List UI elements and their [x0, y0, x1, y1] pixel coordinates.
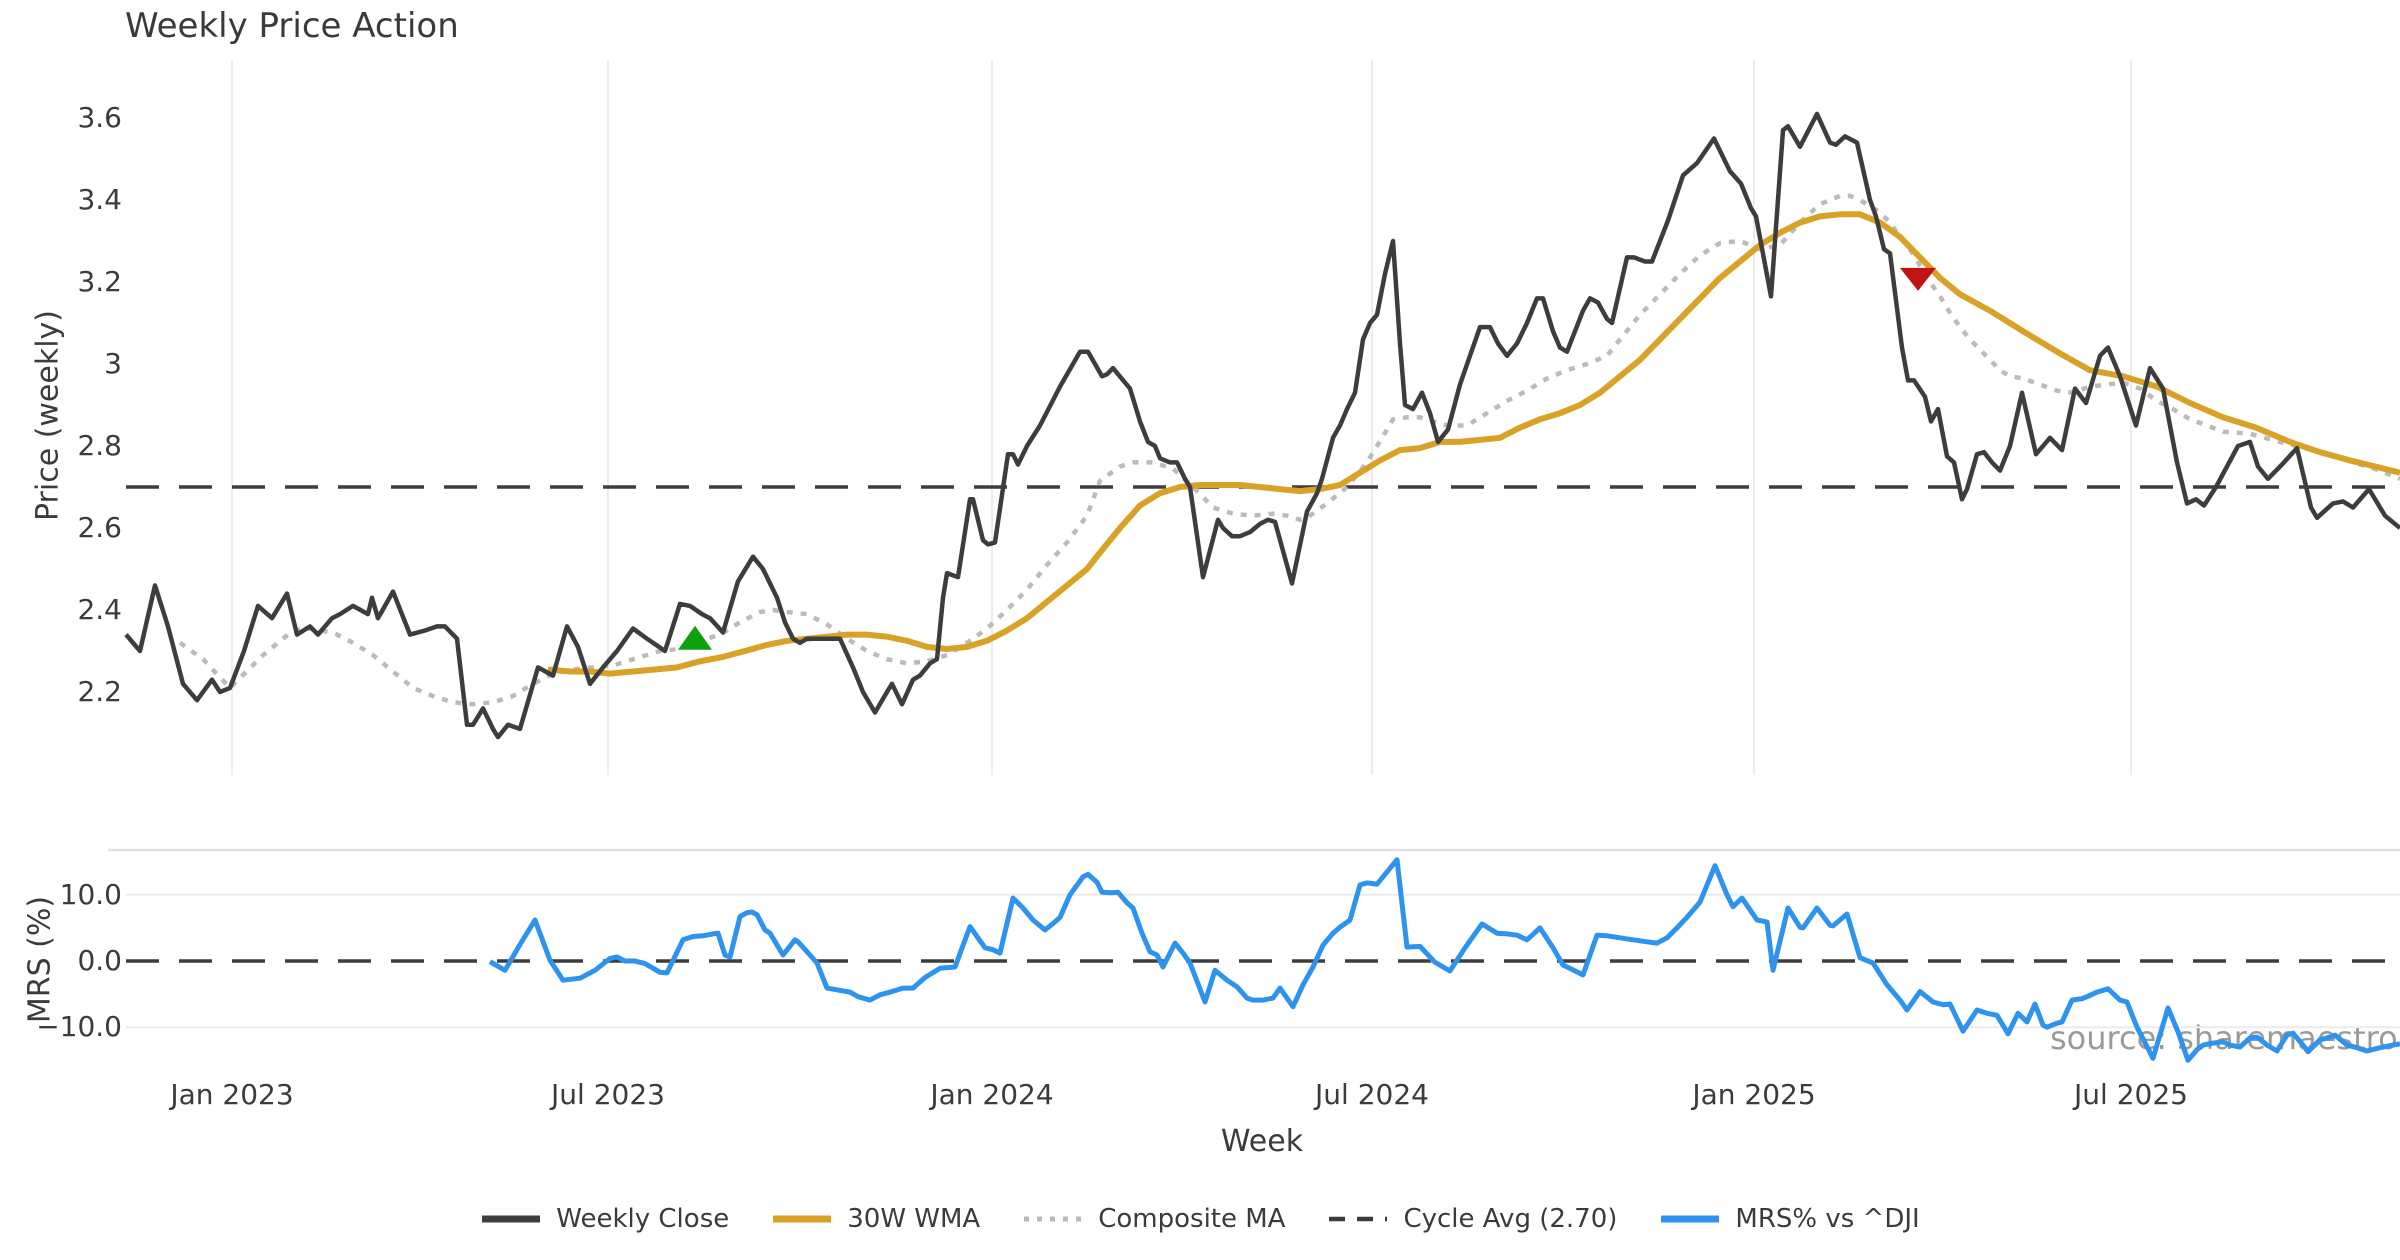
chart-title: Weekly Price Action — [125, 6, 459, 46]
weekly-close-line — [124, 111, 2400, 740]
legend-item: Cycle Avg (2.70) — [1327, 1204, 1617, 1234]
30w-wma-line — [547, 211, 2400, 677]
price-tick-label: 2.8 — [77, 429, 122, 462]
x-tick-label: Jan 2025 — [1692, 1078, 1816, 1111]
legend-item-label: MRS% vs ^DJI — [1735, 1204, 1920, 1234]
mrs-tick-label: 0.0 — [77, 944, 122, 977]
price-tick-label: 2.4 — [77, 593, 122, 626]
legend-item-label: 30W WMA — [847, 1204, 981, 1234]
legend-item: 30W WMA — [771, 1204, 980, 1234]
x-tick-label: Jul 2025 — [2074, 1078, 2188, 1111]
mrs-tick-label: 10.0 — [59, 877, 122, 911]
mrs-tick-label: −10.0 — [36, 1010, 122, 1044]
legend-swatch-dotted — [1024, 1216, 1083, 1222]
legend-item-label: Composite MA — [1098, 1204, 1286, 1234]
legend-swatch-solid — [482, 1215, 541, 1223]
legend-item-label: Weekly Close — [556, 1204, 730, 1234]
price-tick-label: 3.4 — [77, 183, 122, 216]
price-tick-label: 3.6 — [77, 101, 122, 134]
price-tick-label: 2.6 — [77, 511, 122, 544]
x-tick-label: Jan 2023 — [170, 1078, 294, 1111]
x-tick-label: Jul 2024 — [1315, 1078, 1429, 1111]
legend-item: MRS% vs ^DJI — [1659, 1204, 1920, 1234]
price-tick-label: 3 — [104, 347, 122, 380]
x-tick-label: Jul 2023 — [551, 1078, 665, 1111]
legend-item: Composite MA — [1022, 1204, 1285, 1234]
legend: Weekly Close 30W WMA Composite MA Cycle Avg… — [0, 1204, 2400, 1234]
price-tick-label: 3.2 — [77, 265, 122, 298]
composite-ma-line — [178, 193, 2400, 707]
mrs-vs-dji-line — [488, 857, 2400, 1063]
x-tick-label: Jan 2024 — [930, 1078, 1054, 1111]
buy-marker — [678, 625, 712, 650]
legend-swatch-dashed — [1329, 1216, 1388, 1222]
week-xlabel: Week — [1220, 1124, 1304, 1159]
price-tick-label: 2.2 — [77, 675, 122, 708]
sell-marker — [1900, 267, 1936, 291]
price-axis-label: Price (weekly) — [30, 309, 66, 522]
legend-item-label: Cycle Avg (2.70) — [1403, 1204, 1618, 1234]
legend-swatch-solid — [773, 1215, 832, 1223]
legend-swatch-solid — [1661, 1215, 1720, 1223]
legend-item: Weekly Close — [480, 1204, 729, 1234]
